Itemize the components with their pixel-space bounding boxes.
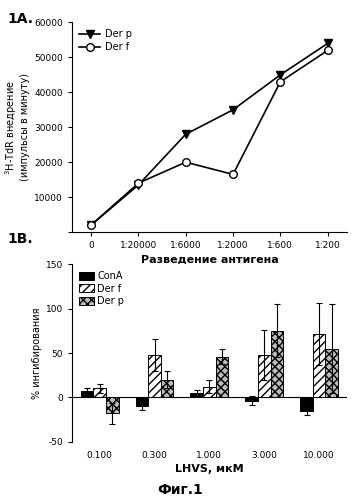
Bar [161,380,173,397]
Text: Фиг.1: Фиг.1 [158,483,203,497]
Bar [148,355,161,397]
Der f [326,47,330,53]
Legend: ConA, Der f, Der p: ConA, Der f, Der p [77,269,126,308]
Der f [231,172,235,178]
Line: Der f: Der f [87,46,331,229]
Y-axis label: % ингибирования: % ингибирования [32,307,42,399]
X-axis label: LHVS, мкМ: LHVS, мкМ [175,464,244,474]
Bar [106,397,118,413]
Der p [89,222,93,228]
Bar [313,333,325,397]
Bar [81,391,93,397]
Der p [183,131,188,137]
Bar [93,388,106,397]
Bar [258,355,270,397]
Bar [270,331,283,397]
Bar [203,387,216,397]
Der f [183,159,188,165]
Der f [136,180,140,186]
Text: 1B.: 1B. [7,232,33,246]
Y-axis label: $^3$H-TdR внедрение
(импульсы в минуту): $^3$H-TdR внедрение (импульсы в минуту) [3,73,30,181]
Bar [191,393,203,397]
Bar [216,357,228,397]
X-axis label: Разведение антигена: Разведение антигена [140,254,278,264]
Line: Der p: Der p [87,39,331,229]
Bar [300,397,313,411]
Legend: Der p, Der f: Der p, Der f [77,27,134,54]
Der p [326,40,330,46]
Der f [89,222,93,228]
Der f [278,79,283,85]
Der p [278,72,283,78]
Bar [325,349,338,397]
Text: 1A.: 1A. [7,12,33,26]
Der p [231,107,235,113]
Der p [136,182,140,188]
Bar [136,397,148,406]
Bar [245,397,258,401]
